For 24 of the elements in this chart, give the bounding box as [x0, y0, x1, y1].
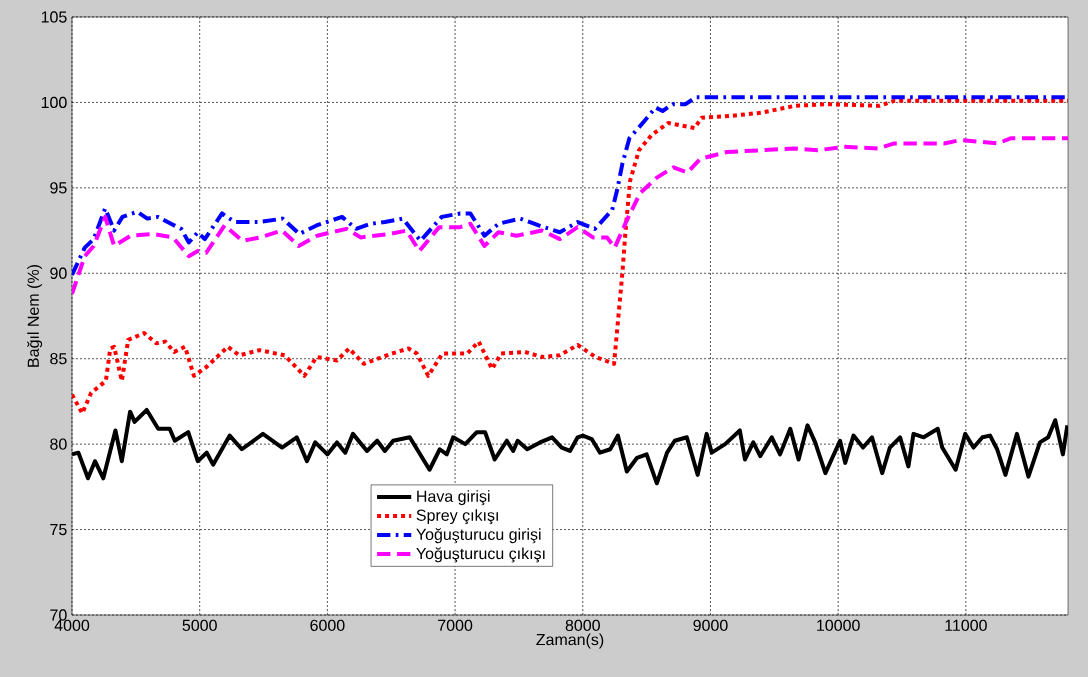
x-tick-label: 4000 — [54, 619, 90, 632]
x-tick-label: 5000 — [182, 619, 217, 632]
x-tick-label: 7000 — [438, 619, 473, 632]
y-tick-label: 80 — [50, 438, 67, 450]
x-tick-label: 10000 — [817, 619, 860, 632]
y-tick-label: 95 — [50, 182, 67, 194]
x-tick-label: 8000 — [565, 619, 600, 632]
y-tick-label: 100 — [41, 96, 67, 109]
legend-label: Yoğuşturucu girişi — [416, 528, 541, 544]
legend-label: Yoğuşturucu çıkışı — [416, 547, 545, 563]
y-axis-title: Bağıl Nem (%) — [27, 265, 43, 367]
y-tick-label: 85 — [50, 353, 67, 365]
line-series — [72, 95, 1068, 277]
y-tick-label: 70 — [50, 609, 67, 621]
x-axis-title: Zaman(s) — [536, 633, 604, 649]
legend-label: Sprey çıkışı — [416, 509, 498, 525]
legend-label: Hava girişi — [417, 490, 490, 506]
x-tick-label: 9000 — [693, 619, 728, 632]
line-series — [72, 136, 1068, 296]
x-tick-label: 6000 — [310, 619, 345, 632]
x-tick-label: 11000 — [945, 619, 987, 632]
y-tick-label: 90 — [50, 267, 67, 279]
y-tick-label: 105 — [41, 11, 67, 23]
y-tick-label: 75 — [50, 523, 67, 536]
